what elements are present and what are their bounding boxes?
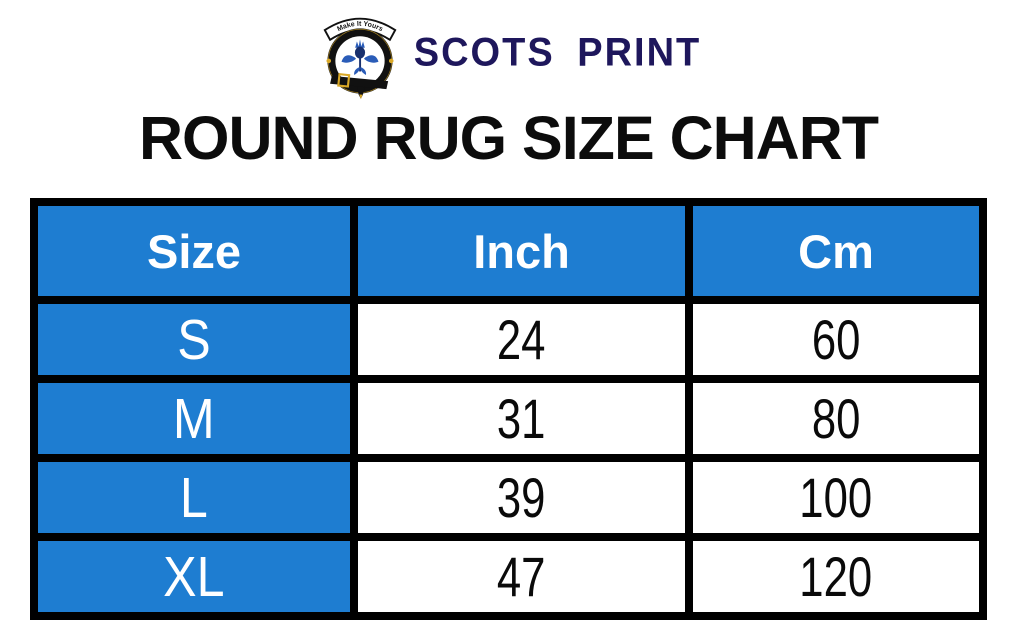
size-label: M [173, 386, 215, 451]
brand-name: SCOTS PRINT [413, 30, 702, 75]
size-cell-l: L [38, 462, 350, 534]
cm-value-l: 100 [693, 462, 979, 534]
inch-value-m: 31 [358, 383, 685, 455]
cm-value-s: 60 [693, 304, 979, 376]
cm-value-m: 80 [693, 383, 979, 455]
inch-value: 47 [497, 545, 546, 609]
size-cell-m: M [38, 383, 350, 455]
inch-value: 24 [497, 308, 546, 372]
header-cell-cm: Cm [693, 206, 979, 297]
cm-value: 100 [799, 466, 873, 530]
gold-stud-right [388, 58, 394, 64]
header-label-cm: Cm [798, 224, 874, 278]
header-cell-size: Size [38, 206, 350, 297]
belt-buckle-icon [329, 72, 388, 100]
cm-value: 120 [799, 545, 873, 609]
cm-value: 80 [811, 387, 861, 451]
inch-value: 31 [497, 387, 546, 451]
inch-value-s: 24 [358, 304, 685, 376]
brand-header: Make It Yours [0, 0, 1017, 102]
page-title: ROUND RUG SIZE CHART [138, 104, 879, 172]
gold-stud-left [326, 58, 331, 64]
size-label: L [180, 465, 208, 530]
inch-value: 39 [497, 466, 546, 530]
header-cell-inch: Inch [358, 206, 685, 297]
header-label-inch: Inch [473, 224, 570, 278]
size-label: S [177, 307, 211, 372]
scots-print-logo-badge: Make It Yours [323, 17, 397, 100]
size-cell-s: S [38, 304, 350, 376]
size-cell-xl: XL [38, 541, 350, 613]
cm-value: 60 [811, 308, 861, 372]
size-label: XL [163, 544, 225, 609]
cm-value-xl: 120 [693, 541, 979, 613]
thistle-icon [341, 39, 379, 75]
header-label-size: Size [146, 224, 242, 278]
size-chart-table: Size Inch Cm S 24 60 M 31 80 L 39 100 XL… [30, 198, 987, 621]
inch-value-xl: 47 [358, 541, 685, 613]
inch-value-l: 39 [358, 462, 685, 534]
